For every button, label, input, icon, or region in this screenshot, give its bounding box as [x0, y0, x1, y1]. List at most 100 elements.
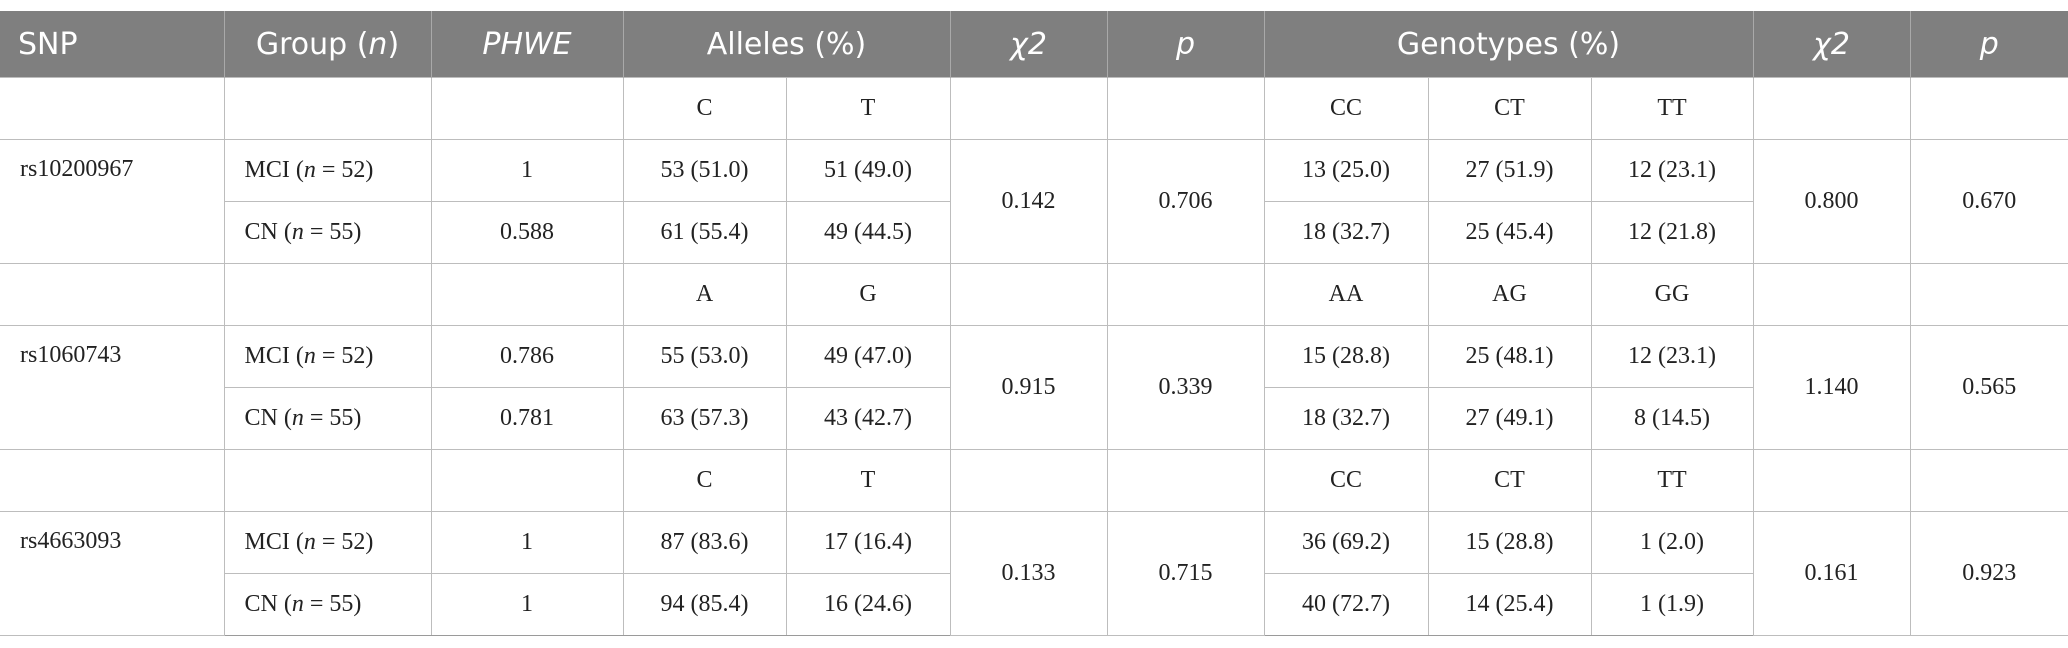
group-cell: MCI (n = 52) [223, 139, 432, 202]
empty-cell [223, 263, 432, 326]
data-row: CN (n = 55) 1 94 (85.4) 16 (24.6) 40 (72.7) 1… [0, 573, 2068, 636]
empty-cell [949, 449, 1108, 512]
allele-cell: 17 (16.4) [785, 511, 951, 574]
genotype-label: AA [1263, 263, 1429, 326]
group-text: = 52) [315, 529, 374, 555]
header-cell: Genotypes (%) [1263, 11, 1754, 78]
genotype-label: AG [1427, 263, 1592, 326]
header-text: PHWE [482, 26, 572, 62]
chi2-cell: 0.133 [949, 511, 1108, 636]
group-text: n [303, 157, 316, 183]
group-cell: CN (n = 55) [224, 201, 432, 264]
results-table: SNP Group (n) PHWE Alleles (%) χ2 p Geno… [0, 11, 2068, 636]
empty-cell [1752, 263, 1911, 326]
allele-cell: 55 (53.0) [622, 325, 787, 388]
genotype-cell: 14 (25.4) [1427, 573, 1592, 636]
genotype-cell: 12 (23.1) [1590, 139, 1754, 202]
phwe-cell: 0.781 [430, 387, 624, 450]
genotype-cell: 18 (32.7) [1263, 201, 1429, 264]
allele-label: T [785, 449, 951, 512]
group-text: MCI ( [244, 343, 304, 369]
header-text: Group ( [255, 26, 369, 62]
header-cell: p [1909, 11, 2068, 78]
genotype-cell: 13 (25.0) [1263, 139, 1429, 202]
group-text: MCI ( [244, 157, 304, 183]
genotype-cell: 40 (72.7) [1263, 573, 1429, 636]
header-cell: χ2 [1752, 11, 1911, 78]
genotype-label: TT [1590, 77, 1754, 140]
group-text: = 55) [303, 591, 362, 617]
empty-cell [1106, 449, 1265, 512]
group-text: MCI ( [244, 529, 304, 555]
empty-cell [1752, 449, 1911, 512]
snp-cell: rs1060743 [0, 325, 225, 450]
empty-cell [223, 449, 432, 512]
chi2-cell: 0.800 [1752, 139, 1911, 264]
data-row: rs10200967 MCI (n = 52) 1 53 (51.0) 51 (49.0… [0, 139, 2068, 264]
empty-cell [1752, 77, 1911, 140]
group-text: n [291, 591, 304, 617]
p-cell: 0.565 [1909, 325, 2068, 450]
group-text: n [291, 219, 304, 245]
group-text: n [303, 529, 316, 555]
snp-cell: rs10200967 [0, 139, 225, 264]
genotype-cell: 36 (69.2) [1263, 511, 1429, 574]
allele-cell: 49 (44.5) [785, 201, 951, 264]
header-cell: Group (n) [223, 11, 432, 78]
empty-cell [0, 77, 225, 140]
empty-cell [0, 263, 225, 326]
allele-cell: 49 (47.0) [785, 325, 951, 388]
empty-cell [1909, 77, 2068, 140]
allele-cell: 43 (42.7) [785, 387, 951, 450]
genotype-label: TT [1590, 449, 1754, 512]
label-row: C T CC CT TT [0, 449, 2068, 512]
genotype-cell: 18 (32.7) [1263, 387, 1429, 450]
table-wrap: SNP Group (n) PHWE Alleles (%) χ2 p Geno… [0, 11, 2068, 636]
allele-cell: 53 (51.0) [622, 139, 787, 202]
p-cell: 0.923 [1909, 511, 2068, 636]
phwe-cell: 0.588 [430, 201, 624, 264]
group-text: = 52) [315, 343, 374, 369]
header-cell: PHWE [430, 11, 624, 78]
empty-cell [1909, 449, 2068, 512]
group-text: = 55) [303, 219, 362, 245]
group-text: = 52) [315, 157, 374, 183]
genotype-cell: 15 (28.8) [1263, 325, 1429, 388]
group-text: n [303, 343, 316, 369]
p-cell: 0.670 [1909, 139, 2068, 264]
genotype-label: CC [1263, 77, 1429, 140]
genotype-cell: 8 (14.5) [1590, 387, 1754, 450]
chi2-cell: 0.915 [949, 325, 1108, 450]
group-text: = 55) [303, 405, 362, 431]
data-row: rs1060743 MCI (n = 52) 0.786 55 (53.0) 49 (4… [0, 325, 2068, 450]
allele-cell: 51 (49.0) [785, 139, 951, 202]
group-cell: MCI (n = 52) [223, 325, 432, 388]
genotype-cell: 15 (28.8) [1427, 511, 1592, 574]
phwe-cell: 0.786 [430, 325, 624, 388]
phwe-cell: 1 [430, 511, 624, 574]
header-cell: Alleles (%) [622, 11, 951, 78]
header-row: SNP Group (n) PHWE Alleles (%) χ2 p Geno… [0, 11, 2068, 78]
group-text: CN ( [244, 591, 292, 617]
allele-cell: 63 (57.3) [622, 387, 787, 450]
genotype-cell: 12 (23.1) [1590, 325, 1754, 388]
chi2-cell: 0.142 [949, 139, 1108, 264]
genotype-cell: 27 (49.1) [1427, 387, 1592, 450]
genotype-cell: 1 (2.0) [1590, 511, 1754, 574]
genotype-label: GG [1590, 263, 1754, 326]
chi2-cell: 1.140 [1752, 325, 1911, 450]
group-cell: CN (n = 55) [224, 387, 432, 450]
phwe-cell: 1 [430, 139, 624, 202]
data-row: CN (n = 55) 0.781 63 (57.3) 43 (42.7) 18 (32… [0, 387, 2068, 450]
empty-cell [949, 77, 1108, 140]
chi2-cell: 0.161 [1752, 511, 1911, 636]
allele-cell: 61 (55.4) [622, 201, 787, 264]
empty-cell [1106, 263, 1265, 326]
empty-cell [0, 449, 225, 512]
empty-cell [223, 77, 432, 140]
allele-label: C [622, 449, 787, 512]
allele-cell: 94 (85.4) [622, 573, 787, 636]
header-text: p [1979, 26, 1999, 62]
group-cell: CN (n = 55) [224, 573, 432, 636]
allele-label: T [785, 77, 951, 140]
